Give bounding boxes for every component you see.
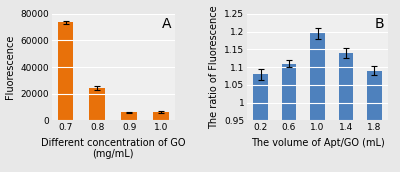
Bar (367, 71, 382, 172)
Bar (121, 112, 137, 120)
Y-axis label: The ratio of Fluorescence: The ratio of Fluorescence (208, 5, 218, 129)
Bar (310, 33, 325, 172)
Bar (254, 74, 268, 172)
Bar (153, 112, 169, 120)
Bar (58, 22, 74, 120)
X-axis label: The volume of Apt/GO (mL): The volume of Apt/GO (mL) (251, 138, 384, 148)
X-axis label: Different concentration of GO
(mg/mL): Different concentration of GO (mg/mL) (41, 138, 186, 159)
Text: B: B (374, 17, 384, 31)
Y-axis label: Fluorescence: Fluorescence (5, 35, 15, 99)
Text: A: A (161, 17, 171, 31)
Bar (90, 88, 105, 120)
Bar (339, 53, 353, 172)
Bar (282, 63, 296, 172)
